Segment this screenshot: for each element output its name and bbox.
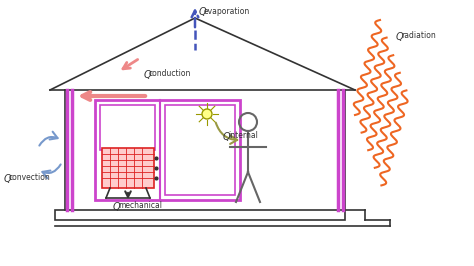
- FancyArrowPatch shape: [216, 123, 237, 144]
- Text: internal: internal: [228, 131, 258, 140]
- Text: $Q$: $Q$: [3, 172, 12, 185]
- FancyArrowPatch shape: [39, 132, 57, 146]
- Circle shape: [202, 109, 212, 119]
- Text: radiation: radiation: [401, 31, 436, 40]
- Text: convection: convection: [9, 173, 51, 182]
- FancyArrowPatch shape: [42, 164, 61, 178]
- Text: conduction: conduction: [149, 69, 191, 78]
- Text: $Q$: $Q$: [143, 68, 152, 81]
- Bar: [165, 105, 235, 195]
- Text: $Q$: $Q$: [198, 5, 207, 18]
- Bar: [95, 100, 240, 200]
- Text: evaporation: evaporation: [204, 6, 250, 15]
- Text: $Q$: $Q$: [112, 200, 121, 213]
- Text: $Q$: $Q$: [222, 130, 231, 143]
- Text: $Q$: $Q$: [395, 30, 404, 43]
- Text: mechanical: mechanical: [118, 202, 162, 210]
- Bar: [100, 105, 155, 150]
- Bar: [102, 148, 154, 188]
- Bar: [55, 210, 345, 220]
